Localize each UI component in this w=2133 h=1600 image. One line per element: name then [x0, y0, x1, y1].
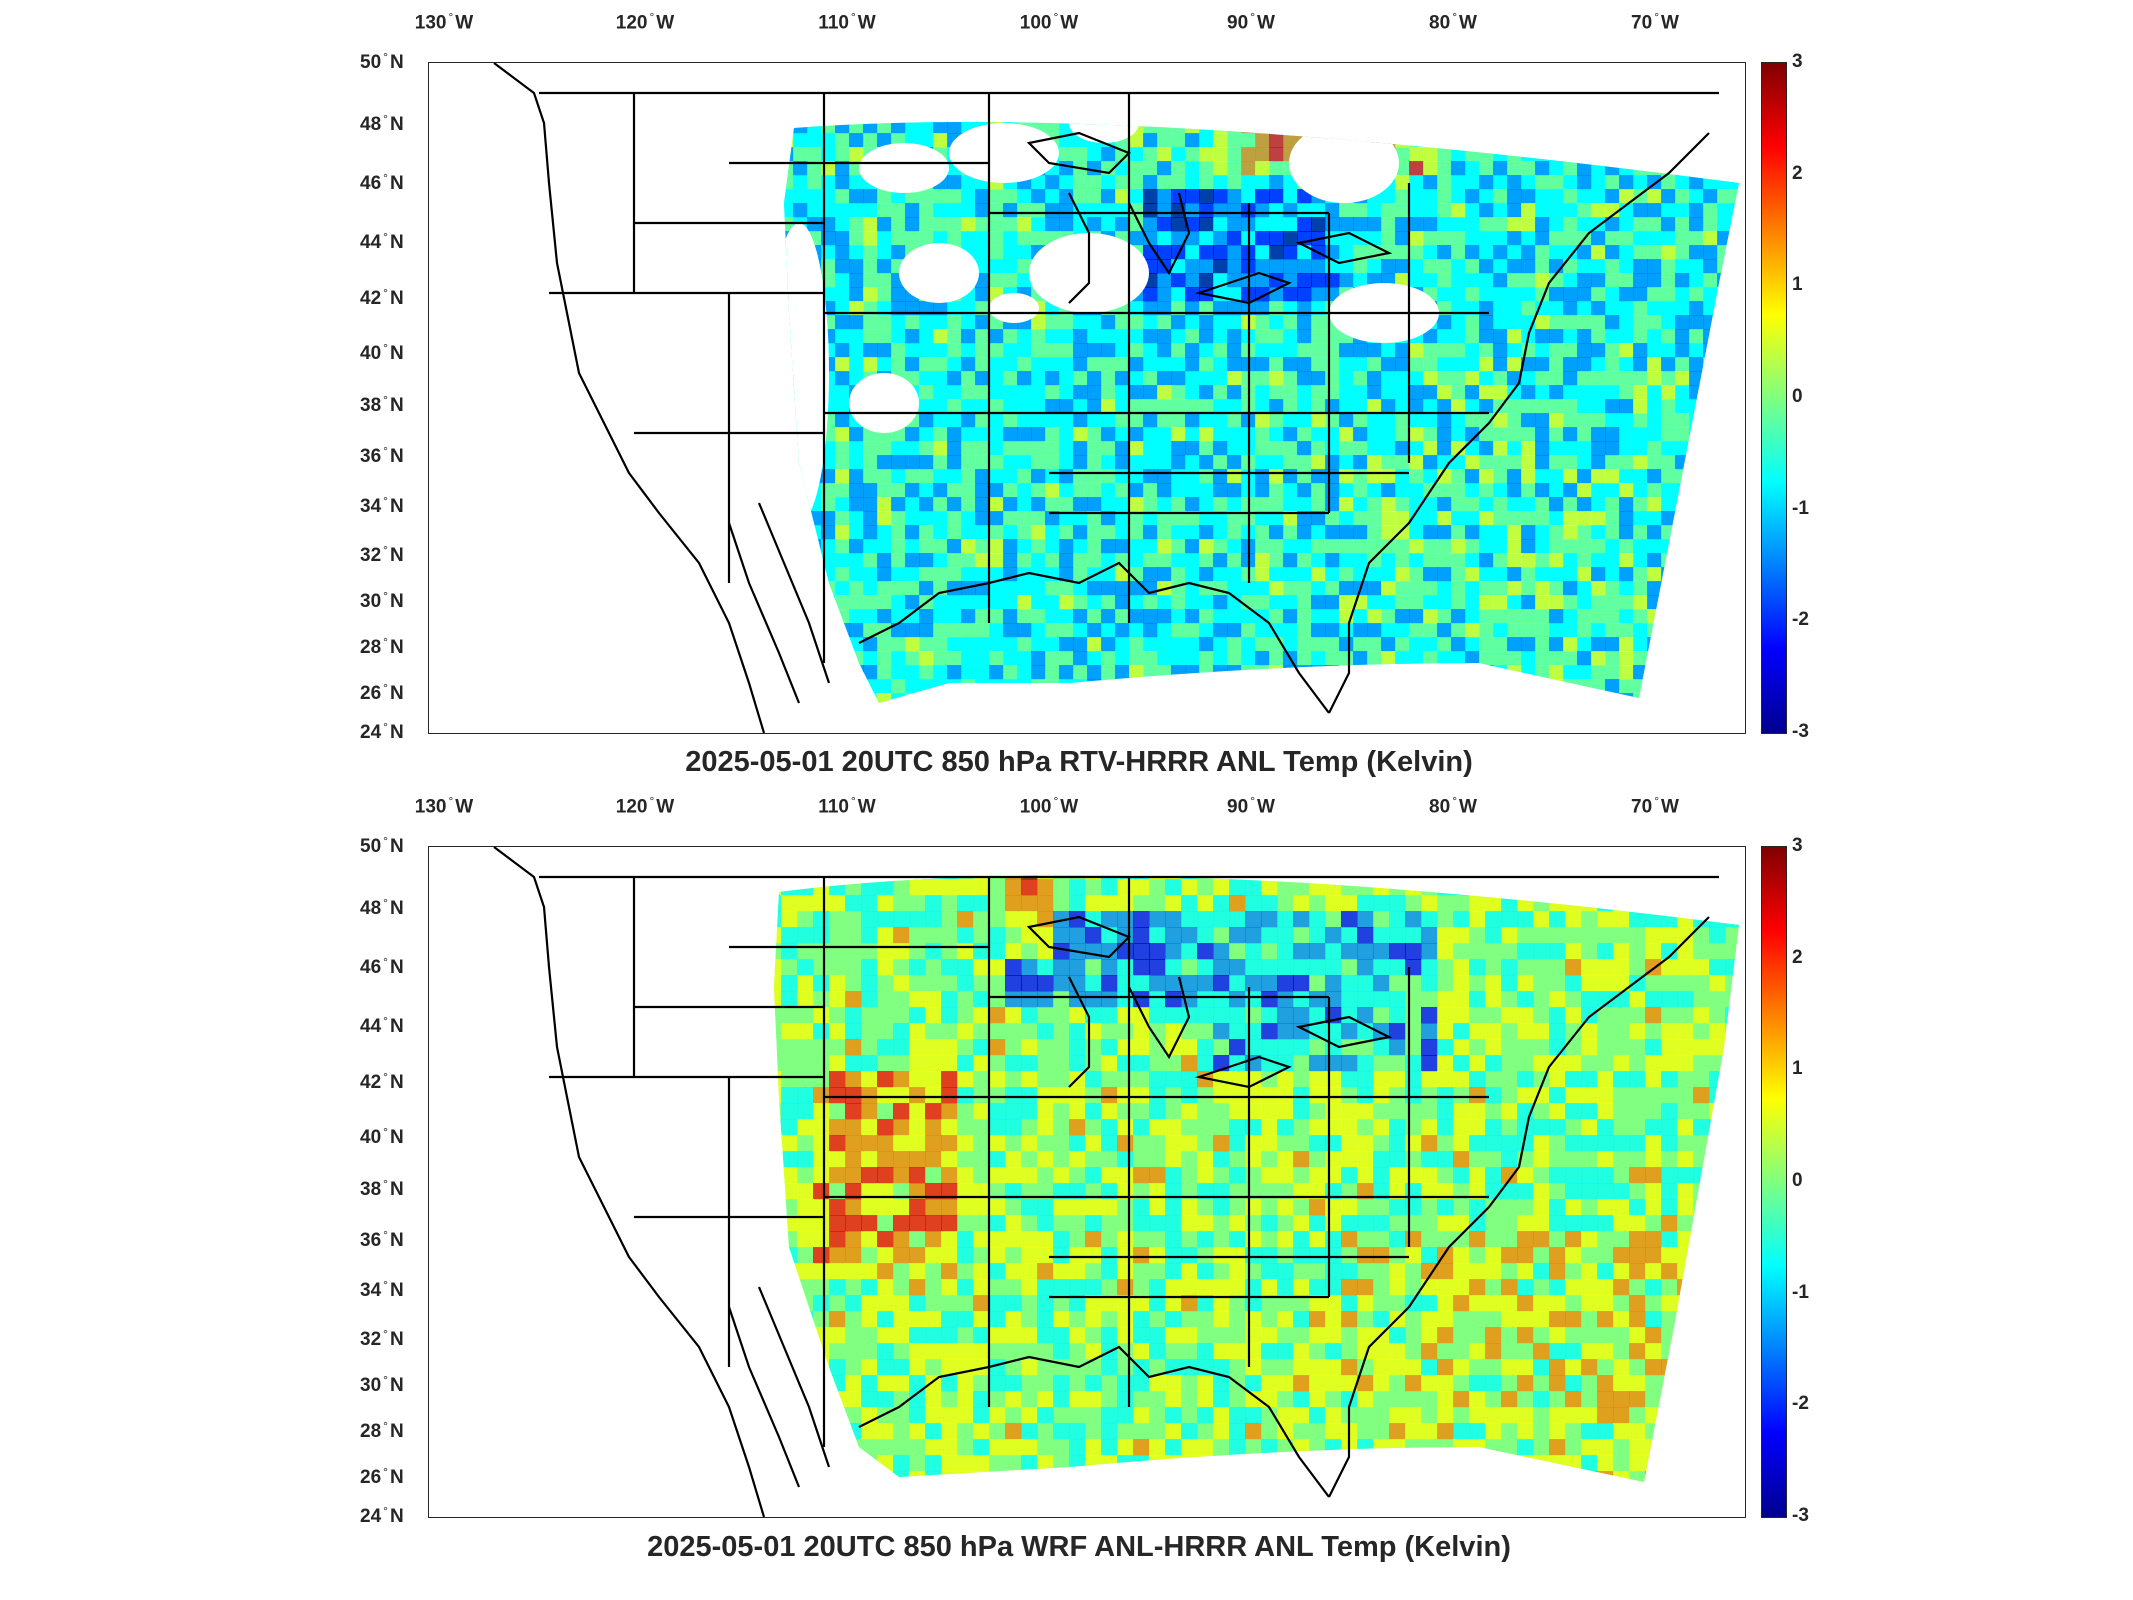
longitude-tick-label: 110 ° W	[818, 794, 876, 818]
boundary-line	[1026, 915, 1131, 959]
longitude-tick-label: 80 ° W	[1429, 794, 1477, 818]
colorbar-tick-label: -2	[1792, 609, 1809, 631]
longitude-tick-label: 100 ° W	[1019, 794, 1079, 818]
latitude-tick-label: 44 ° N	[360, 229, 404, 254]
colorbar-bottom	[1761, 846, 1787, 1518]
latitude-tick-label: 30 ° N	[360, 588, 404, 613]
colorbar-tick-label: 3	[1792, 835, 1803, 856]
latitude-tick-label: 28 ° N	[360, 634, 404, 659]
boundary-line	[858, 1345, 1330, 1498]
boundary-line	[1128, 976, 1191, 1060]
longitude-tick-label: 100 ° W	[1019, 10, 1079, 34]
boundary-line	[727, 1306, 801, 1488]
latitude-tick-label: 38 ° N	[360, 1176, 404, 1201]
boundary-line	[1295, 231, 1393, 265]
longitude-tick-label: 120 ° W	[615, 794, 675, 818]
colorbar-top	[1761, 62, 1787, 734]
latitude-tick-label: 50 ° N	[360, 833, 404, 858]
boundary-line	[757, 502, 831, 684]
map-frame-bottom	[428, 846, 1746, 1518]
longitude-tick-label: 90 ° W	[1227, 794, 1275, 818]
latitude-tick-label: 48 ° N	[360, 895, 404, 920]
colorbar-tick-label: 1	[1792, 274, 1803, 296]
state-borders	[493, 847, 1719, 1517]
longitude-tick-label: 110 ° W	[818, 10, 876, 34]
latitude-tick-label: 24 ° N	[360, 1503, 404, 1528]
colorbar-tick-label: 2	[1792, 162, 1803, 184]
latitude-tick-label: 24 ° N	[360, 719, 404, 744]
latitude-tick-label: 36 ° N	[360, 443, 404, 468]
latitude-tick-label: 34 ° N	[360, 493, 404, 518]
temperature-map-top	[493, 63, 1739, 733]
colorbar-tick-label: 2	[1792, 946, 1803, 968]
longitude-tick-label: 120 ° W	[615, 10, 675, 34]
latitude-tick-label: 46 ° N	[360, 170, 404, 195]
panel-title-top: 2025-05-01 20UTC 850 hPa RTV-HRRR ANL Te…	[685, 746, 1473, 778]
map-frame-top	[428, 62, 1746, 734]
panel-title-bottom: 2025-05-01 20UTC 850 hPa WRF ANL-HRRR AN…	[647, 1531, 1511, 1563]
colorbar-tick-label: -3	[1792, 1505, 1809, 1526]
latitude-tick-label: 30 ° N	[360, 1372, 404, 1397]
latitude-tick-label: 26 ° N	[360, 680, 404, 705]
colorbar-tick-label: -3	[1792, 721, 1809, 742]
latitude-tick-label: 42 ° N	[360, 1069, 404, 1094]
latitude-tick-label: 50 ° N	[360, 49, 404, 74]
longitude-tick-label: 130 ° W	[414, 794, 474, 818]
boundary-line	[1068, 192, 1091, 304]
boundary-line	[1128, 192, 1191, 276]
boundary-line	[1328, 132, 1710, 714]
boundary-line	[493, 847, 766, 1517]
latitude-tick-label: 32 ° N	[360, 542, 404, 567]
longitude-tick-label: 70 ° W	[1631, 10, 1679, 34]
colorbar-tick-label: 1	[1792, 1058, 1803, 1080]
latitude-tick-label: 34 ° N	[360, 1277, 404, 1302]
longitude-tick-label: 90 ° W	[1227, 10, 1275, 34]
boundary-line	[727, 522, 801, 704]
boundary-line	[858, 561, 1330, 714]
latitude-tick-label: 42 ° N	[360, 285, 404, 310]
boundary-line	[1328, 916, 1710, 1498]
temperature-field	[784, 122, 1739, 704]
longitude-tick-label: 70 ° W	[1631, 794, 1679, 818]
temperature-map-bottom	[493, 847, 1739, 1517]
latitude-tick-label: 44 ° N	[360, 1013, 404, 1038]
longitude-tick-label: 130 ° W	[414, 10, 474, 34]
colorbar-tick-label: 3	[1792, 51, 1803, 72]
latitude-tick-label: 46 ° N	[360, 954, 404, 979]
latitude-tick-label: 48 ° N	[360, 111, 404, 136]
boundary-line	[757, 1286, 831, 1468]
longitude-tick-label: 80 ° W	[1429, 10, 1477, 34]
latitude-tick-label: 36 ° N	[360, 1227, 404, 1252]
latitude-tick-label: 40 ° N	[360, 340, 404, 365]
latitude-tick-label: 28 ° N	[360, 1418, 404, 1443]
colorbar-tick-label: -1	[1792, 1281, 1809, 1303]
temperature-field	[774, 875, 1739, 1483]
boundary-line	[493, 63, 766, 733]
state-borders	[493, 63, 1719, 733]
boundary-line	[1295, 1015, 1393, 1049]
latitude-tick-label: 32 ° N	[360, 1326, 404, 1351]
boundary-line	[1194, 1055, 1292, 1089]
latitude-tick-label: 40 ° N	[360, 1124, 404, 1149]
colorbar-tick-label: 0	[1792, 1170, 1803, 1191]
boundary-line	[1026, 131, 1131, 175]
boundary-line	[1194, 271, 1292, 305]
colorbar-tick-label: 0	[1792, 386, 1803, 407]
colorbar-tick-label: -1	[1792, 497, 1809, 519]
latitude-tick-label: 38 ° N	[360, 392, 404, 417]
colorbar-tick-label: -2	[1792, 1393, 1809, 1415]
boundary-line	[1068, 976, 1091, 1088]
latitude-tick-label: 26 ° N	[360, 1464, 404, 1489]
